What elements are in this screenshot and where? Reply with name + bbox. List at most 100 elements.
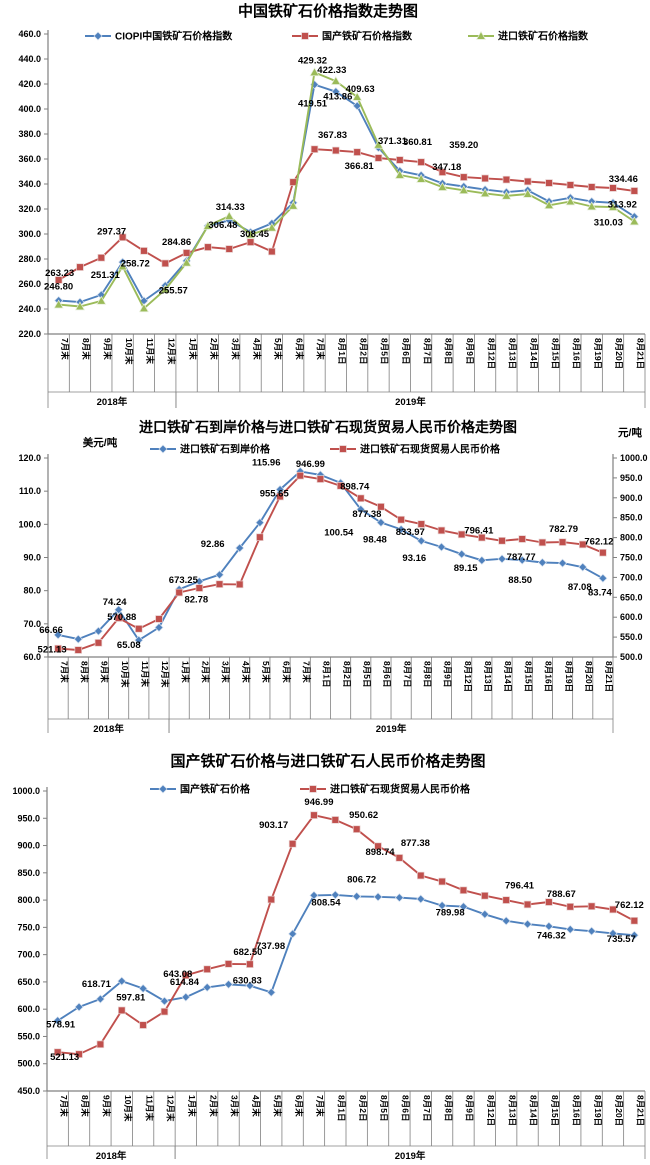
square-marker xyxy=(118,233,127,242)
square-marker xyxy=(357,494,365,503)
svg-text:8月5日: 8月5日 xyxy=(379,1095,389,1121)
point-label: 367.83 xyxy=(318,130,347,141)
point-label: 955.65 xyxy=(260,489,290,500)
series-line xyxy=(58,148,635,281)
svg-text:8月14日: 8月14日 xyxy=(529,338,539,369)
diamond-marker xyxy=(159,996,169,1006)
diamond-marker xyxy=(93,31,103,41)
square-marker xyxy=(76,263,84,271)
svg-text:8月21日: 8月21日 xyxy=(604,661,614,692)
svg-text:1000.0: 1000.0 xyxy=(620,453,648,463)
square-marker xyxy=(481,891,489,900)
triangle-marker xyxy=(544,200,555,209)
square-marker xyxy=(316,475,325,483)
svg-text:12月末: 12月末 xyxy=(160,661,170,688)
point-label: 334.46 xyxy=(609,174,638,185)
square-marker xyxy=(609,184,617,192)
diamond-marker xyxy=(497,554,507,564)
svg-text:1月末: 1月末 xyxy=(188,338,198,360)
year-group-label: 2018年 xyxy=(97,396,128,408)
left-axis-unit-label: 美元/吨 xyxy=(83,436,118,449)
point-label: 308.45 xyxy=(240,229,270,240)
svg-text:7月末: 7月末 xyxy=(315,1095,325,1117)
svg-text:8月末: 8月末 xyxy=(80,1095,90,1117)
svg-text:3月末: 3月末 xyxy=(230,338,240,360)
point-label: 898.74 xyxy=(340,481,370,492)
square-marker xyxy=(182,971,190,980)
svg-text:8月2日: 8月2日 xyxy=(358,338,368,364)
svg-text:8月15日: 8月15日 xyxy=(550,1095,560,1126)
square-marker xyxy=(74,646,83,654)
svg-text:7月末: 7月末 xyxy=(59,1095,69,1117)
svg-text:2月末: 2月末 xyxy=(209,338,219,360)
square-marker xyxy=(457,530,466,539)
square-marker xyxy=(96,1040,105,1049)
diamond-marker xyxy=(436,542,446,552)
point-label: 578.91 xyxy=(46,1020,76,1031)
point-label: 950.62 xyxy=(349,810,378,821)
svg-text:8月20日: 8月20日 xyxy=(584,661,594,692)
legend-label: CIOPI中国铁矿石价格指数 xyxy=(115,30,233,43)
point-label: 570.88 xyxy=(107,612,136,623)
square-marker xyxy=(224,960,233,968)
svg-text:550.0: 550.0 xyxy=(17,1031,40,1041)
triangle-marker xyxy=(629,216,640,226)
svg-text:2月末: 2月末 xyxy=(201,661,211,683)
square-marker xyxy=(246,960,254,968)
diamond-marker xyxy=(74,1002,84,1012)
svg-text:8月21日: 8月21日 xyxy=(636,1095,646,1126)
square-marker xyxy=(502,896,510,904)
triangle-marker xyxy=(476,30,486,40)
svg-text:110.0: 110.0 xyxy=(19,486,41,496)
svg-text:7月末: 7月末 xyxy=(301,661,311,683)
svg-text:2月末: 2月末 xyxy=(208,1095,218,1117)
square-marker xyxy=(374,154,383,162)
diamond-marker xyxy=(416,536,426,546)
triangle-marker xyxy=(373,139,384,149)
y-axis: 220.0 240.0 260.0 280.0 300.0 320.0 340.0 360.0… xyxy=(18,29,49,339)
point-label: 618.71 xyxy=(82,979,112,990)
point-label: 65.08 xyxy=(117,640,141,651)
year-group-label: 2019年 xyxy=(376,723,407,735)
square-marker xyxy=(566,181,575,189)
diamond-marker xyxy=(477,555,487,565)
point-label: 877.38 xyxy=(352,509,381,520)
point-label: 746.32 xyxy=(537,930,566,941)
point-label: 371.31 xyxy=(378,136,408,147)
point-label: 251.31 xyxy=(91,270,121,281)
triangle-marker xyxy=(416,173,427,183)
diamond-marker xyxy=(255,518,265,528)
svg-text:8月2日: 8月2日 xyxy=(358,1095,368,1121)
square-marker xyxy=(578,540,587,549)
chart-import-cif-vs-rmb: 进口铁矿石到岸价格与进口铁矿石现货贸易人民币价格走势图 60.0 70.0 80.0 9… xyxy=(0,418,650,748)
svg-text:240.0: 240.0 xyxy=(18,304,41,314)
square-marker xyxy=(268,247,276,256)
svg-text:80.0: 80.0 xyxy=(23,586,41,596)
point-label: 788.67 xyxy=(547,889,576,900)
svg-text:90.0: 90.0 xyxy=(23,553,41,563)
svg-text:420.0: 420.0 xyxy=(18,79,41,89)
svg-text:8月9日: 8月9日 xyxy=(465,338,475,364)
legend-label: 进口铁矿石现货贸易人民币价格 xyxy=(330,783,471,796)
chart-svg: 中国铁矿石价格指数走势图 220.0 240.0 260.0 280.0 300.0 320… xyxy=(18,2,646,408)
svg-text:8月5日: 8月5日 xyxy=(362,661,372,687)
point-label: 409.63 xyxy=(346,84,375,95)
square-marker xyxy=(417,871,425,880)
svg-text:7月末: 7月末 xyxy=(316,338,326,360)
square-marker xyxy=(481,174,489,183)
svg-text:3月末: 3月末 xyxy=(230,1095,240,1117)
svg-text:8月8日: 8月8日 xyxy=(423,661,433,687)
square-marker xyxy=(135,625,143,633)
triangle-marker xyxy=(96,295,107,305)
square-marker xyxy=(353,148,361,156)
svg-text:450.0: 450.0 xyxy=(17,1086,40,1096)
svg-text:12月末: 12月末 xyxy=(166,1095,176,1122)
diamond-marker xyxy=(501,916,511,926)
point-label: 796.41 xyxy=(505,880,535,891)
series-line xyxy=(58,71,635,310)
diamond-marker xyxy=(158,784,168,794)
square-marker xyxy=(630,917,639,925)
diamond-marker xyxy=(95,994,105,1004)
svg-text:850.0: 850.0 xyxy=(620,513,643,523)
